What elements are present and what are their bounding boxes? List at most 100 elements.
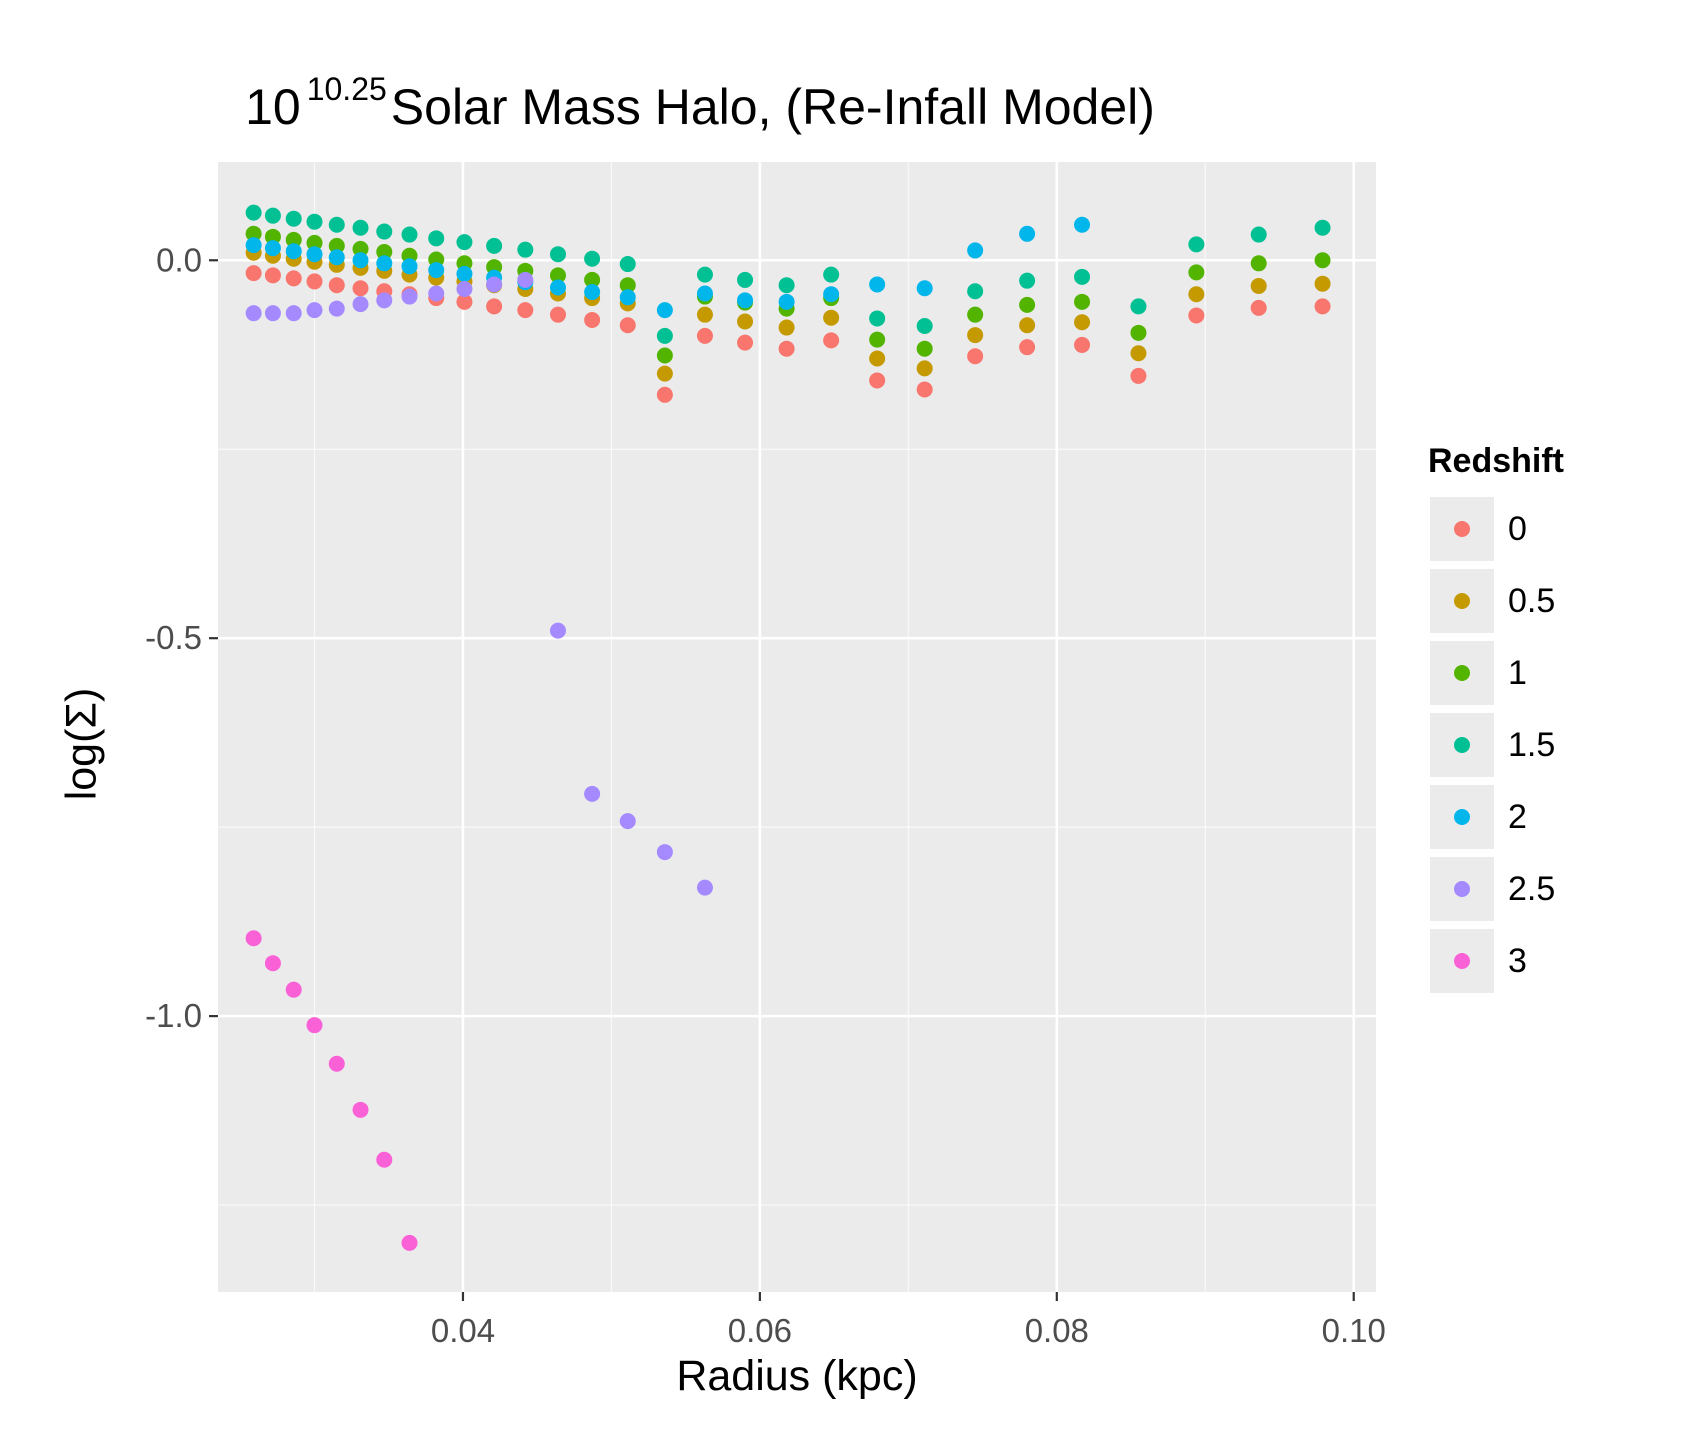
- data-point: [328, 216, 345, 233]
- chart-title: 10 10.25Solar Mass Halo, (Re-Infall Model…: [0, 71, 1400, 136]
- x-tick-label: 0.10: [1322, 1312, 1386, 1349]
- data-point: [306, 302, 323, 319]
- data-point: [823, 286, 840, 303]
- data-point: [285, 210, 302, 227]
- data-point: [1250, 255, 1267, 272]
- legend-dot: [1454, 665, 1470, 681]
- legend-dot: [1454, 521, 1470, 537]
- data-point: [1130, 345, 1147, 362]
- data-point: [245, 265, 262, 282]
- data-point: [967, 283, 984, 300]
- data-point: [245, 305, 262, 322]
- data-point: [376, 255, 393, 272]
- data-point: [967, 348, 984, 365]
- data-point: [619, 289, 636, 306]
- data-point: [376, 1151, 393, 1168]
- data-point: [778, 293, 795, 310]
- data-point: [916, 280, 933, 297]
- data-point: [428, 262, 445, 279]
- data-point: [1130, 367, 1147, 384]
- x-axis-label: Radius (kpc): [676, 1352, 918, 1400]
- legend-dot: [1454, 737, 1470, 753]
- data-point: [869, 331, 886, 348]
- data-point: [656, 302, 673, 319]
- y-tick-label: -0.5: [145, 619, 202, 656]
- data-point: [584, 311, 601, 328]
- data-point: [1074, 216, 1091, 233]
- data-point: [1130, 298, 1147, 315]
- legend-title: Redshift: [1428, 442, 1564, 480]
- data-point: [916, 381, 933, 398]
- legend-label: 1.5: [1508, 725, 1556, 764]
- data-point: [1074, 293, 1091, 310]
- legend-item: 2: [1428, 781, 1564, 853]
- x-tick-label: 0.04: [431, 1312, 495, 1349]
- data-point: [517, 271, 534, 288]
- data-point: [306, 1017, 323, 1034]
- data-point: [696, 306, 713, 323]
- data-point: [285, 981, 302, 998]
- data-point: [328, 249, 345, 266]
- data-point: [264, 267, 281, 284]
- data-point: [696, 266, 713, 283]
- data-point: [967, 242, 984, 259]
- data-point: [737, 334, 754, 351]
- data-point: [656, 327, 673, 344]
- data-point: [619, 256, 636, 273]
- data-point: [352, 252, 369, 269]
- data-point: [486, 237, 503, 254]
- legend-label: 0.5: [1508, 581, 1556, 620]
- data-point: [401, 1234, 418, 1251]
- data-point: [1019, 272, 1036, 289]
- data-point: [823, 332, 840, 349]
- data-point: [456, 293, 473, 310]
- data-point: [869, 350, 886, 367]
- legend-items: 0 0.5 1 1.5 2 2.5 3: [1428, 493, 1564, 997]
- data-point: [376, 223, 393, 240]
- data-point: [352, 219, 369, 236]
- data-point: [1250, 277, 1267, 294]
- data-point: [1188, 236, 1205, 253]
- data-point: [517, 241, 534, 258]
- data-point: [401, 288, 418, 305]
- data-point: [306, 213, 323, 230]
- legend-dot: [1454, 881, 1470, 897]
- legend-dot: [1454, 809, 1470, 825]
- legend-key: [1428, 927, 1496, 995]
- data-point: [306, 246, 323, 263]
- title-rest: Solar Mass Halo, (Re-Infall Model): [390, 79, 1155, 135]
- data-point: [456, 265, 473, 282]
- data-point: [1074, 314, 1091, 331]
- data-point: [778, 340, 795, 357]
- data-point: [401, 258, 418, 275]
- data-point: [584, 785, 601, 802]
- plot-panel: [218, 162, 1376, 1292]
- data-point: [376, 292, 393, 309]
- data-point: [1019, 339, 1036, 356]
- data-point: [549, 622, 566, 639]
- data-point: [584, 250, 601, 267]
- data-point: [584, 271, 601, 288]
- data-point: [486, 276, 503, 293]
- legend-key: [1428, 567, 1496, 635]
- data-point: [916, 360, 933, 377]
- legend-label: 3: [1508, 941, 1527, 980]
- data-point: [619, 317, 636, 334]
- data-point: [1074, 336, 1091, 353]
- data-point: [285, 231, 302, 248]
- data-point: [737, 271, 754, 288]
- legend-label: 2.5: [1508, 869, 1556, 908]
- data-point: [696, 285, 713, 302]
- data-point: [696, 327, 713, 344]
- data-point: [328, 1055, 345, 1072]
- data-point: [352, 280, 369, 297]
- data-point: [869, 276, 886, 293]
- data-point: [1130, 324, 1147, 341]
- data-point: [306, 234, 323, 251]
- data-point: [376, 243, 393, 260]
- data-point: [264, 955, 281, 972]
- data-point: [1019, 225, 1036, 242]
- legend-dot: [1454, 593, 1470, 609]
- data-point: [1188, 264, 1205, 281]
